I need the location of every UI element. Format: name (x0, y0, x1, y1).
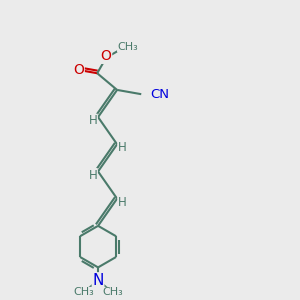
Text: CH₃: CH₃ (73, 287, 94, 297)
Text: H: H (118, 196, 127, 209)
Text: CN: CN (150, 88, 169, 101)
Text: CH₃: CH₃ (102, 287, 123, 297)
Text: N: N (92, 273, 104, 288)
Text: H: H (88, 169, 97, 182)
Text: CH₃: CH₃ (118, 42, 138, 52)
Text: H: H (88, 114, 97, 127)
Text: O: O (73, 63, 84, 77)
Text: H: H (118, 141, 127, 154)
Text: O: O (101, 49, 112, 63)
